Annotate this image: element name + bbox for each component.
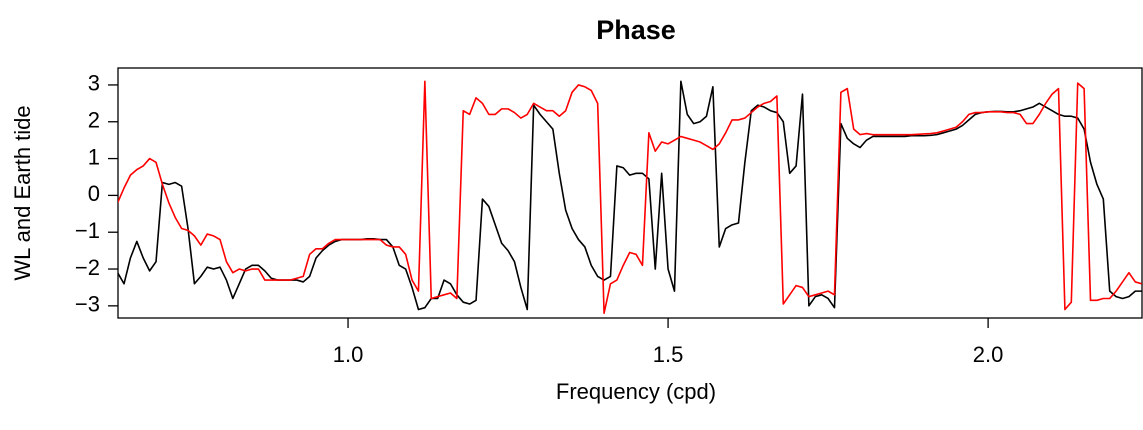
y-tick-label: 3: [88, 71, 100, 96]
y-tick-label: 2: [88, 108, 100, 133]
y-tick-label: −2: [75, 255, 100, 280]
y-tick-label: −3: [75, 292, 100, 317]
y-tick-label: 1: [88, 144, 100, 169]
x-axis-label: Frequency (cpd): [556, 379, 716, 404]
data-line: [118, 80, 1142, 315]
y-axis-label: WL and Earth tide: [10, 105, 35, 280]
x-tick-label: 1.0: [333, 342, 364, 367]
x-tick-label: 1.5: [653, 342, 684, 367]
x-tick-label: 2.0: [973, 342, 1004, 367]
chart-title: Phase: [596, 15, 676, 45]
data-line: [118, 80, 1142, 311]
plot-frame: [117, 67, 1143, 319]
y-tick-label: −1: [75, 218, 100, 243]
y-tick-label: 0: [88, 181, 100, 206]
